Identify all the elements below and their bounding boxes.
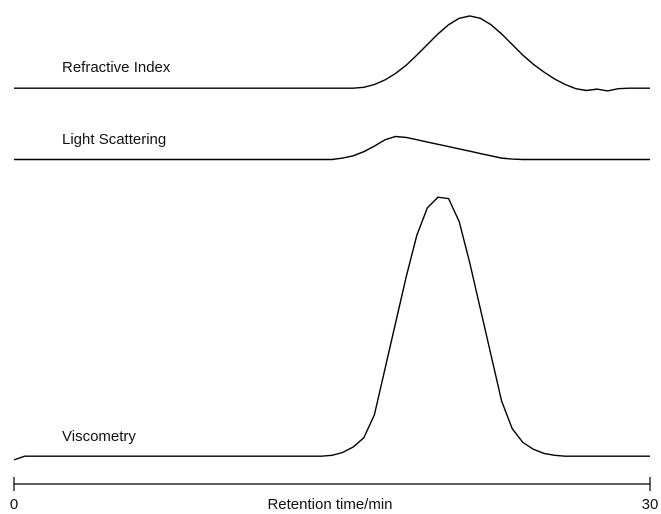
x-axis-label: Retention time/min xyxy=(267,496,392,513)
trace-label: Refractive Index xyxy=(62,59,171,76)
trace xyxy=(13,196,650,461)
trace xyxy=(14,15,650,92)
x-tick-label: 0 xyxy=(10,496,18,513)
x-tick-label: 30 xyxy=(642,496,659,513)
trace-label: Light Scattering xyxy=(62,131,166,148)
trace xyxy=(14,135,650,161)
trace-label: Viscometry xyxy=(62,428,136,445)
